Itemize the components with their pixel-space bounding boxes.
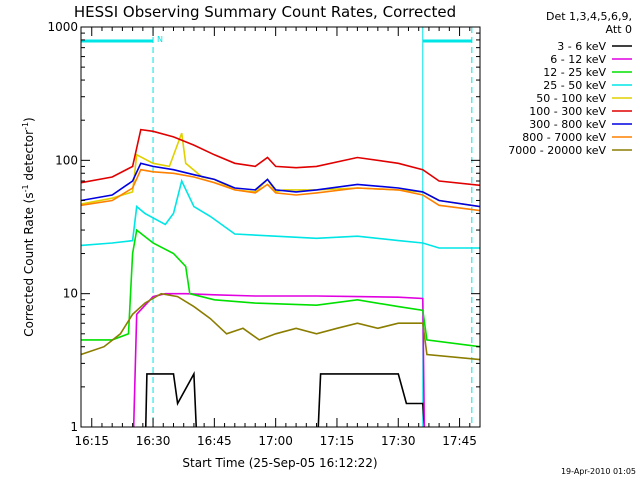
x-tick-label: 17:45 <box>442 434 477 448</box>
x-tick-label: 17:30 <box>381 434 416 448</box>
series-line <box>81 162 480 208</box>
plot-frame <box>80 26 481 428</box>
chart-title: HESSI Observing Summary Count Rates, Cor… <box>74 3 456 21</box>
legend-header-line1: Det 1,3,4,5,6,9, <box>546 10 632 23</box>
night-flag-label: N <box>157 35 163 44</box>
y-axis-label-part1: Corrected Count Rate (s <box>22 192 36 336</box>
series-line <box>81 128 480 187</box>
legend-entry-label: 7000 - 20000 keV <box>508 144 606 157</box>
y-tick-label: 1 <box>70 420 78 434</box>
y-axis-label-sup1: -1 <box>21 184 30 192</box>
y-tick-label: 1000 <box>47 20 78 34</box>
legend-entry-label: 800 - 7000 keV <box>522 131 606 144</box>
x-tick-label: 17:00 <box>258 434 293 448</box>
legend-entry-label: 3 - 6 keV <box>557 40 606 53</box>
legend-header-line2: Att 0 <box>606 23 632 36</box>
legend-entry-label: 50 - 100 keV <box>536 92 606 105</box>
series-line <box>144 371 426 427</box>
x-tick-label: 16:45 <box>197 434 232 448</box>
series-line <box>81 228 480 348</box>
observing-flags: N <box>81 27 473 427</box>
legend-entry-label: 12 - 25 keV <box>543 66 606 79</box>
series-line <box>81 292 480 361</box>
y-tick-label: 100 <box>55 153 78 167</box>
x-axis-label: Start Time (25-Sep-05 16:12:22) <box>182 456 377 470</box>
y-axis-label: Corrected Count Rate (s-1 detector-1) <box>21 117 36 336</box>
series-layer <box>81 128 480 427</box>
y-axis: 1 10 100 1000 <box>47 20 480 434</box>
y-axis-label-part2: detector <box>22 130 36 185</box>
x-tick-label: 17:15 <box>320 434 355 448</box>
y-axis-label-sup2: -1 <box>21 122 30 130</box>
x-tick-label: 16:30 <box>136 434 171 448</box>
legend-entry-label: 300 - 800 keV <box>529 118 606 131</box>
y-tick-label: 10 <box>63 287 78 301</box>
legend-entry-label: 6 - 12 keV <box>550 53 606 66</box>
legend-entry-label: 100 - 300 keV <box>529 105 606 118</box>
series-line <box>81 178 480 249</box>
x-tick-label: 16:15 <box>74 434 109 448</box>
series-line <box>81 168 480 212</box>
x-axis: 16:15 16:30 16:45 17:00 17:15 17:30 17:45 <box>74 27 481 448</box>
series-line <box>132 292 426 427</box>
footer-date: 19-Apr-2010 01:05 <box>561 467 636 476</box>
legend-entry-label: 25 - 50 keV <box>543 79 606 92</box>
y-axis-label-part3: ) <box>22 117 36 122</box>
